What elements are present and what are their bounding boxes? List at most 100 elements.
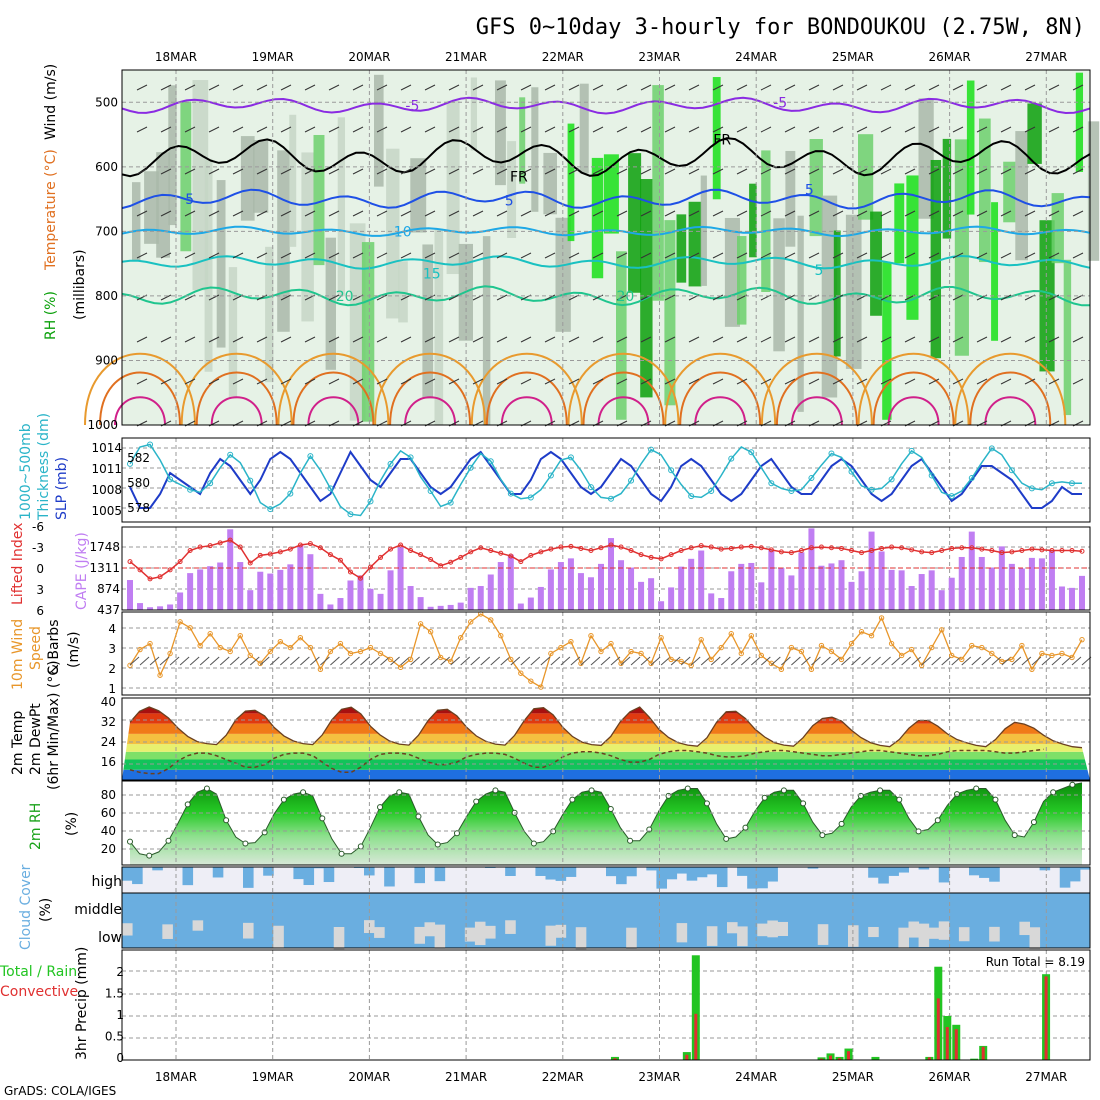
- lifted-index-point: [558, 544, 564, 550]
- warm-isotherm: [114, 396, 166, 426]
- wind10m-barb: [249, 656, 260, 666]
- wind10m-point: [347, 650, 354, 657]
- rh2m-point: [588, 787, 595, 794]
- wind10m-barb: [861, 656, 871, 666]
- wind-barb: [592, 378, 604, 385]
- thickness-point: [768, 480, 775, 487]
- wind-barb: [1000, 336, 1012, 343]
- wind10m-barb: [831, 656, 841, 666]
- rh-shade: [519, 97, 526, 184]
- ylabel-dewpt: 2m DewPt: [28, 703, 44, 775]
- warm-isotherm: [984, 396, 1037, 426]
- thickness-point: [728, 455, 735, 462]
- cloud-gap-cell: [958, 927, 970, 942]
- lifted-index-point: [458, 554, 464, 560]
- rh-shade: [228, 267, 238, 399]
- lifted-index-point: [668, 552, 674, 558]
- warm-isotherm: [99, 371, 181, 426]
- wind10m-point: [878, 615, 885, 621]
- wind-barb: [784, 336, 796, 343]
- cloud-high-cell: [898, 867, 909, 873]
- ylabel-cape: CAPE (J/kg): [74, 532, 90, 610]
- rh-shade: [991, 202, 999, 341]
- slp-tick: 1011: [91, 462, 122, 476]
- thickness-point: [327, 485, 334, 492]
- thickness-tick: 582: [127, 451, 150, 465]
- wind-barb: [712, 252, 724, 259]
- precip-conv-bar: [820, 1058, 824, 1060]
- cloud-gap-cell: [928, 927, 940, 939]
- cape-bar: [427, 606, 434, 610]
- wind-barb: [592, 84, 604, 91]
- rh-shade: [676, 214, 687, 283]
- wind-barb: [544, 84, 556, 91]
- wind-barb: [856, 378, 868, 385]
- cape-bar: [608, 538, 615, 610]
- wind10m-barb: [580, 656, 591, 666]
- rh-shade: [773, 218, 785, 352]
- wind-barb: [1000, 168, 1012, 175]
- lifted-index-point: [568, 543, 574, 549]
- wind10m-barb: [730, 656, 741, 666]
- wind10m-barb: [290, 656, 300, 666]
- wind-barb: [400, 252, 412, 259]
- temp-tick: 40: [101, 695, 116, 709]
- rh2m-area: [130, 782, 1082, 865]
- wind-barb: [160, 210, 172, 217]
- wind10m-point: [1049, 652, 1055, 659]
- cloud-gap-cell: [273, 925, 284, 949]
- lifted-index-point: [488, 548, 494, 554]
- wind10m-barb: [660, 656, 671, 666]
- lifted-index-point: [879, 545, 885, 551]
- wind-barb: [712, 168, 724, 175]
- rh-shade: [240, 136, 255, 221]
- lifted-index-point: [528, 552, 534, 558]
- thickness-point: [968, 475, 975, 482]
- wind10m-point: [488, 617, 494, 623]
- rh-shade: [277, 150, 290, 332]
- wind10m-barb: [991, 656, 1002, 666]
- wind-barb: [1048, 294, 1060, 301]
- wind-barb: [808, 378, 820, 385]
- cloud-high-cell: [293, 867, 304, 880]
- cloud-high-cell: [616, 867, 627, 885]
- date-label-top: 19MAR: [252, 50, 294, 64]
- isotherm-label: 20: [336, 289, 354, 305]
- date-label-bottom: 18MAR: [155, 1070, 197, 1084]
- wind10m-barb: [420, 656, 430, 666]
- wind-barb: [664, 336, 676, 343]
- rh-shade: [966, 80, 975, 215]
- warm-isotherm: [195, 371, 278, 426]
- rh-tick: 80: [101, 788, 116, 802]
- thickness-point: [1048, 480, 1055, 487]
- wind10m-barb: [209, 656, 220, 666]
- cloud-high-cell: [212, 867, 224, 878]
- wind10m-point: [447, 658, 454, 665]
- wind10m-point: [307, 644, 314, 651]
- lifted-index-point: [347, 569, 353, 575]
- lifted-index-point: [1059, 548, 1065, 554]
- wind10m-point: [437, 654, 444, 661]
- lifted-index-point: [127, 559, 133, 565]
- wind-barb: [808, 210, 820, 217]
- cloud-high-cell: [767, 867, 778, 882]
- wind-barb: [976, 336, 988, 343]
- lifted-index-point: [828, 545, 834, 551]
- cloud-gap-cell: [505, 920, 516, 934]
- wind10m-barb: [169, 656, 180, 666]
- wind10m-barb: [640, 656, 651, 666]
- rh-shade: [398, 261, 408, 323]
- wind10m-point: [137, 646, 143, 653]
- wind-barb: [568, 210, 580, 217]
- wind10m-barb: [600, 656, 611, 666]
- warm-isotherm: [872, 371, 955, 426]
- cloud-high-cell: [1059, 867, 1071, 888]
- thickness-point: [167, 476, 174, 483]
- wind-barb: [328, 378, 340, 385]
- li-tick: 6: [36, 604, 44, 618]
- warm-isotherm: [679, 371, 762, 426]
- wind-barb: [832, 168, 844, 175]
- wind10m-barb: [821, 656, 831, 666]
- date-label-top: 24MAR: [735, 50, 777, 64]
- wind10m-point: [237, 633, 243, 639]
